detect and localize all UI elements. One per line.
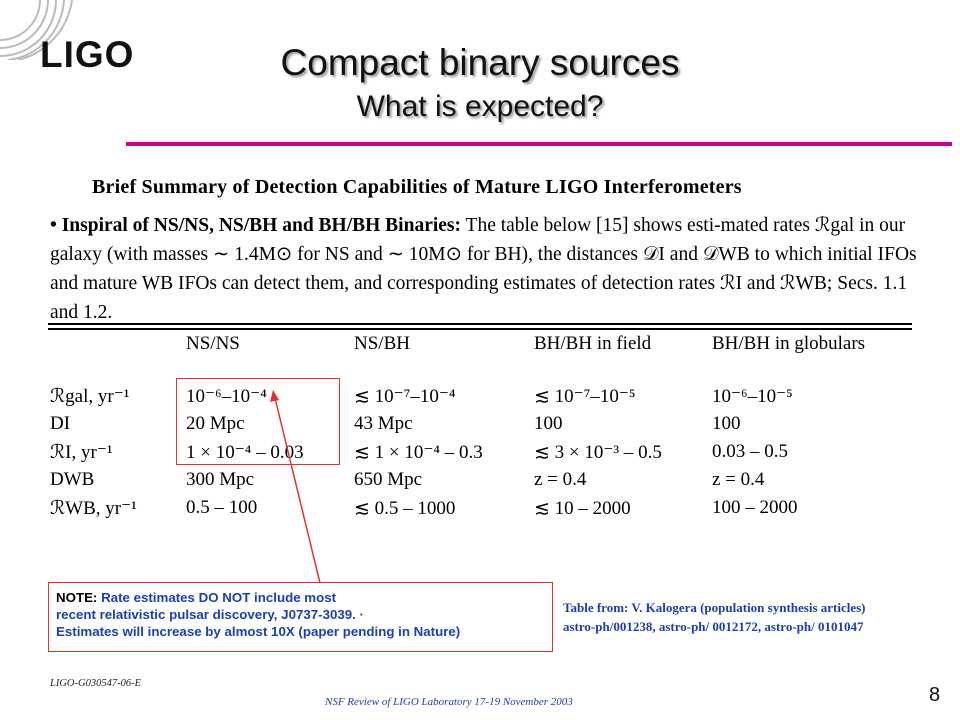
column-header: NS/NS bbox=[186, 333, 240, 354]
logo-wave-arcs-icon bbox=[0, 0, 73, 60]
slide-title: Compact binary sources bbox=[280, 42, 680, 83]
slide-subtitle: What is expected? bbox=[356, 90, 604, 123]
note-line-1: NOTE: Rate estimates DO NOT include most bbox=[56, 589, 552, 606]
note-text-1: Rate estimates DO NOT include most bbox=[101, 590, 337, 605]
note-line-3: Estimates will increase by almost 10X (p… bbox=[56, 624, 461, 639]
table-cell: ≲ 10⁻⁷–10⁻⁵ bbox=[534, 386, 636, 407]
table-cell: z = 0.4 bbox=[712, 469, 765, 490]
table-cell: z = 0.4 bbox=[534, 469, 587, 490]
table-cell: ≲ 1 × 10⁻⁴ – 0.3 bbox=[354, 442, 483, 463]
bullet-body: The table below [15] shows esti-mated ra… bbox=[50, 215, 917, 323]
row-label: DWB bbox=[50, 469, 95, 490]
nsns-highlight-box bbox=[176, 378, 340, 465]
table-cell: 100 – 2000 bbox=[712, 497, 798, 518]
page-number: 8 bbox=[929, 684, 941, 706]
table-cell: 300 Mpc bbox=[186, 469, 255, 490]
column-header: BH/BH in field bbox=[534, 333, 652, 354]
summary-heading: Brief Summary of Detection Capabilities … bbox=[92, 176, 742, 198]
note-box: NOTE: Rate estimates DO NOT include most… bbox=[48, 582, 553, 652]
table-cell: 10⁻⁶–10⁻⁴ bbox=[186, 386, 267, 407]
source-line-2: astro-ph/001238, astro-ph/ 0012172, astr… bbox=[563, 619, 864, 634]
table-cell: ≲ 3 × 10⁻³ – 0.5 bbox=[534, 442, 662, 463]
footer-review: NSF Review of LIGO Laboratory 17-19 Nove… bbox=[325, 696, 573, 708]
row-label: ℛgal, yr⁻¹ bbox=[50, 386, 130, 407]
table-cell: ≲ 10 – 2000 bbox=[534, 498, 631, 519]
table-cell: 0.5 – 100 bbox=[186, 497, 258, 518]
source-line-1: Table from: V. Kalogera (population synt… bbox=[563, 600, 866, 615]
row-label: ℛWB, yr⁻¹ bbox=[50, 498, 137, 519]
column-header: NS/BH bbox=[354, 333, 410, 354]
table-cell: ≲ 10⁻⁷–10⁻⁴ bbox=[354, 386, 456, 407]
table-cell: 0.03 – 0.5 bbox=[712, 441, 788, 462]
column-header: BH/BH in globulars bbox=[712, 333, 866, 354]
table-cell: 43 Mpc bbox=[354, 413, 413, 434]
table-cell: 1 × 10⁻⁴ – 0.03 bbox=[186, 442, 304, 463]
table-cell: 650 Mpc bbox=[354, 469, 423, 490]
title-divider bbox=[126, 142, 952, 146]
table-top-rule-double bbox=[48, 328, 912, 330]
row-label: ℛI, yr⁻¹ bbox=[50, 442, 113, 463]
table-cell: ≲ 0.5 – 1000 bbox=[354, 498, 456, 519]
table-cell: 100 bbox=[534, 413, 563, 434]
table-cell: 20 Mpc bbox=[186, 413, 245, 434]
table-cell: 10⁻⁶–10⁻⁵ bbox=[712, 386, 793, 407]
row-label: DI bbox=[50, 413, 71, 434]
document-id: LIGO-G030547-06-E bbox=[50, 678, 141, 689]
note-line-2: recent relativistic pulsar discovery, J0… bbox=[56, 607, 364, 622]
ligo-logo: LIGO bbox=[40, 34, 135, 75]
table-top-rule bbox=[48, 323, 912, 325]
bullet-lead: • Inspiral of NS/NS, NS/BH and BH/BH Bin… bbox=[50, 215, 462, 236]
summary-paragraph: • Inspiral of NS/NS, NS/BH and BH/BH Bin… bbox=[50, 211, 932, 327]
table-source: Table from: V. Kalogera (population synt… bbox=[563, 598, 943, 636]
note-label: NOTE: bbox=[56, 590, 98, 605]
table-cell: 100 bbox=[712, 413, 741, 434]
